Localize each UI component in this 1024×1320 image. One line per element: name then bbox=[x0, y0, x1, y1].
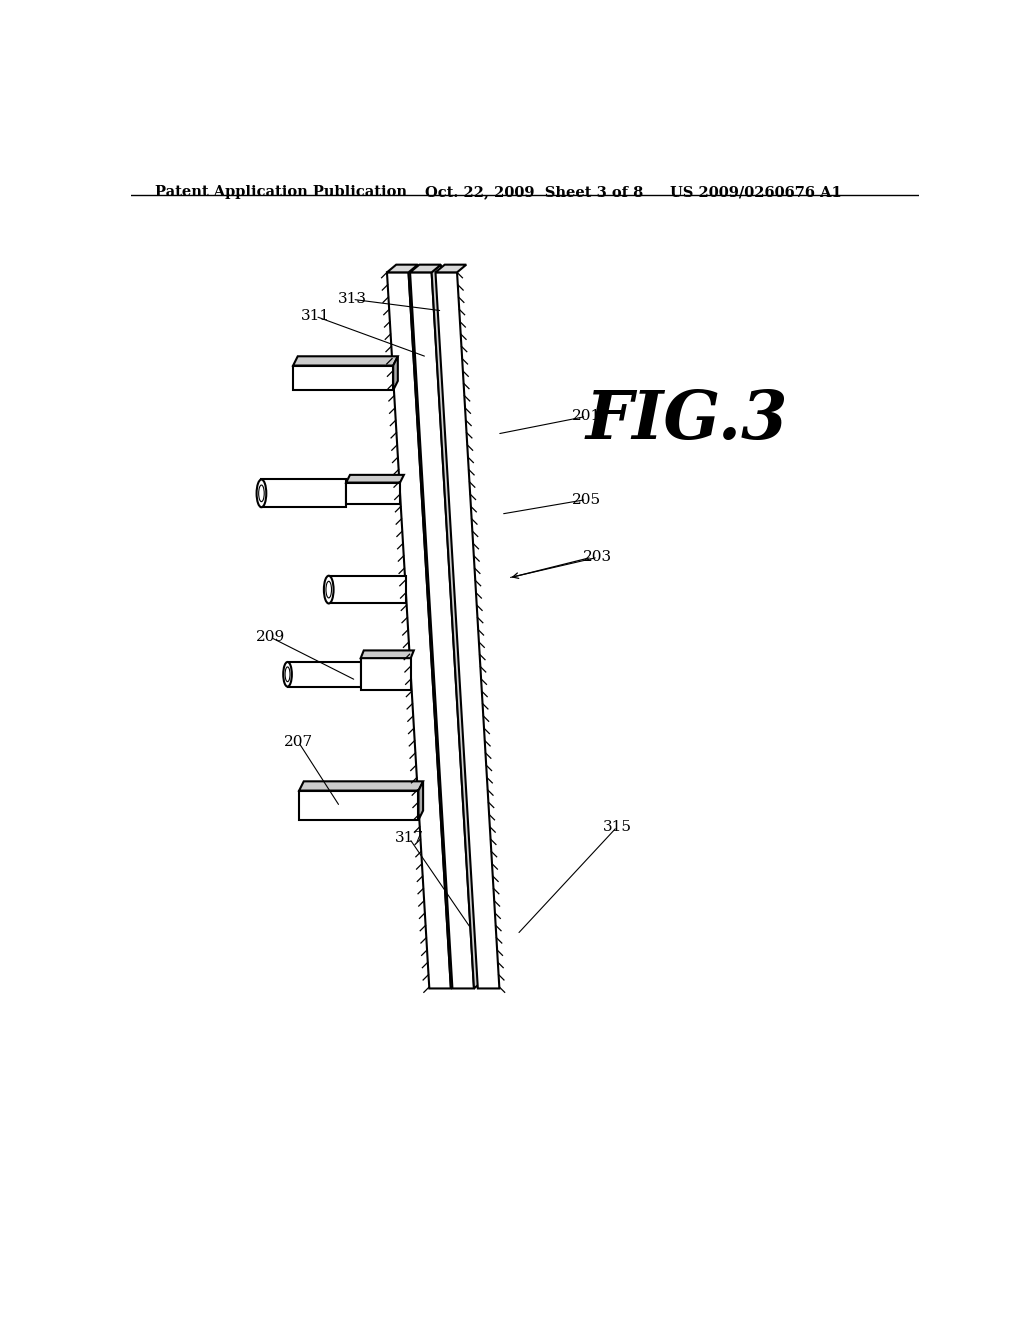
Polygon shape bbox=[329, 576, 406, 603]
Polygon shape bbox=[435, 272, 500, 989]
Polygon shape bbox=[435, 264, 466, 272]
Polygon shape bbox=[360, 651, 414, 659]
Text: Oct. 22, 2009  Sheet 3 of 8: Oct. 22, 2009 Sheet 3 of 8 bbox=[425, 185, 643, 199]
Polygon shape bbox=[419, 781, 423, 820]
Text: 317: 317 bbox=[395, 832, 424, 845]
Polygon shape bbox=[299, 791, 419, 820]
Text: 205: 205 bbox=[571, 492, 601, 507]
Polygon shape bbox=[346, 483, 400, 504]
Polygon shape bbox=[387, 264, 418, 272]
Text: US 2009/0260676 A1: US 2009/0260676 A1 bbox=[670, 185, 842, 199]
Polygon shape bbox=[346, 475, 403, 483]
Polygon shape bbox=[261, 479, 346, 507]
Text: FIG.3: FIG.3 bbox=[586, 388, 787, 453]
Ellipse shape bbox=[257, 479, 266, 507]
Polygon shape bbox=[360, 659, 411, 690]
Polygon shape bbox=[293, 356, 398, 366]
Polygon shape bbox=[409, 264, 460, 989]
Polygon shape bbox=[288, 663, 360, 686]
Polygon shape bbox=[410, 272, 474, 989]
Text: 203: 203 bbox=[584, 550, 612, 564]
Ellipse shape bbox=[324, 576, 334, 603]
Text: 209: 209 bbox=[256, 631, 286, 644]
Ellipse shape bbox=[284, 663, 292, 686]
Polygon shape bbox=[410, 264, 441, 272]
Text: 201: 201 bbox=[571, 409, 601, 424]
Text: 207: 207 bbox=[284, 735, 313, 748]
Text: 315: 315 bbox=[603, 820, 632, 834]
Text: Patent Application Publication: Patent Application Publication bbox=[156, 185, 408, 199]
Text: 313: 313 bbox=[338, 292, 367, 306]
Polygon shape bbox=[432, 264, 483, 989]
Polygon shape bbox=[293, 366, 393, 391]
Text: 311: 311 bbox=[301, 309, 330, 323]
Polygon shape bbox=[387, 272, 451, 989]
Polygon shape bbox=[393, 356, 398, 391]
Polygon shape bbox=[299, 781, 423, 791]
